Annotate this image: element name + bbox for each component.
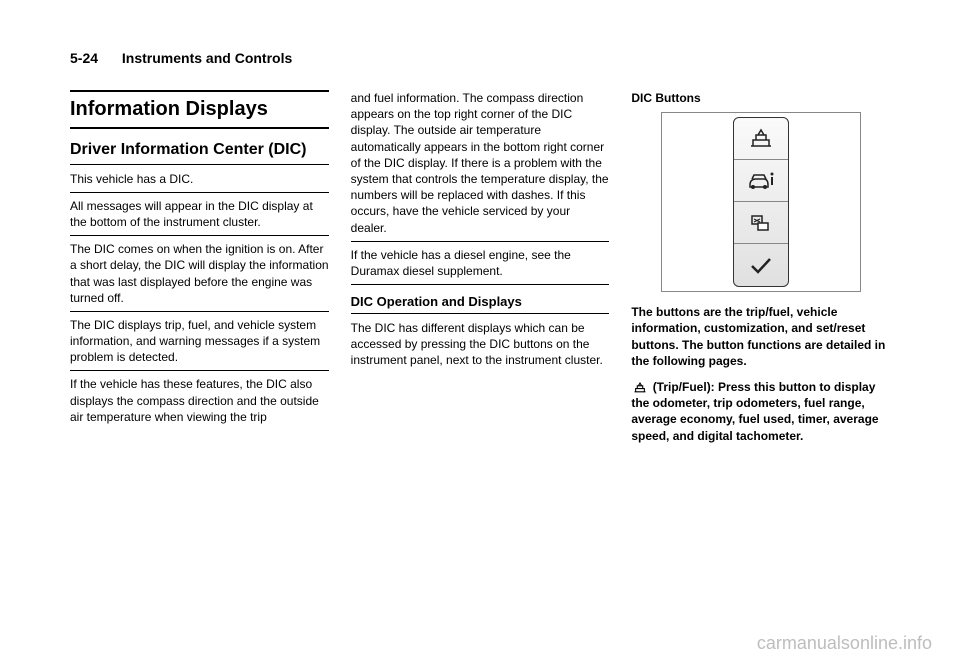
chapter-title: Instruments and Controls	[122, 50, 292, 66]
column-3: DIC Buttons	[631, 90, 890, 454]
trip-fuel-button-icon	[734, 118, 788, 160]
trip-fuel-label: (Trip/Fuel):	[653, 380, 715, 394]
paragraph: (Trip/Fuel): Press this button to displa…	[631, 379, 890, 449]
watermark: carmanualsonline.info	[757, 633, 932, 654]
paragraph: This vehicle has a DIC.	[70, 171, 329, 193]
paragraph: All messages will appear in the DIC disp…	[70, 198, 329, 236]
paragraph: The DIC comes on when the ignition is on…	[70, 241, 329, 312]
paragraph: If the vehicle has a diesel engine, see …	[351, 247, 610, 285]
subheading: DIC Operation and Displays	[351, 293, 610, 314]
buttons-description: The buttons are the trip/fuel, vehicle i…	[631, 305, 885, 368]
column-2: and fuel information. The compass direct…	[351, 90, 610, 454]
button-panel	[733, 117, 789, 287]
dic-buttons-illustration	[661, 112, 861, 292]
image-caption: DIC Buttons	[631, 90, 890, 106]
page-header: 5-24 Instruments and Controls	[70, 50, 890, 66]
set-reset-button-icon	[734, 244, 788, 286]
paragraph: The DIC displays trip, fuel, and vehicle…	[70, 317, 329, 372]
trip-fuel-icon	[631, 382, 649, 394]
page-number: 5-24	[70, 50, 98, 66]
paragraph: If the vehicle has these features, the D…	[70, 376, 329, 430]
paragraph: The DIC has different displays which can…	[351, 320, 610, 374]
manual-page: 5-24 Instruments and Controls Informatio…	[0, 0, 960, 672]
subsection-heading: Driver Information Center (DIC)	[70, 139, 329, 165]
paragraph: and fuel information. The compass direct…	[351, 90, 610, 242]
column-1: Information Displays Driver Information …	[70, 90, 329, 454]
paragraph: The buttons are the trip/fuel, vehicle i…	[631, 304, 890, 374]
vehicle-info-button-icon	[734, 160, 788, 202]
customization-button-icon	[734, 202, 788, 244]
content-columns: Information Displays Driver Information …	[70, 90, 890, 454]
section-heading: Information Displays	[70, 90, 329, 129]
